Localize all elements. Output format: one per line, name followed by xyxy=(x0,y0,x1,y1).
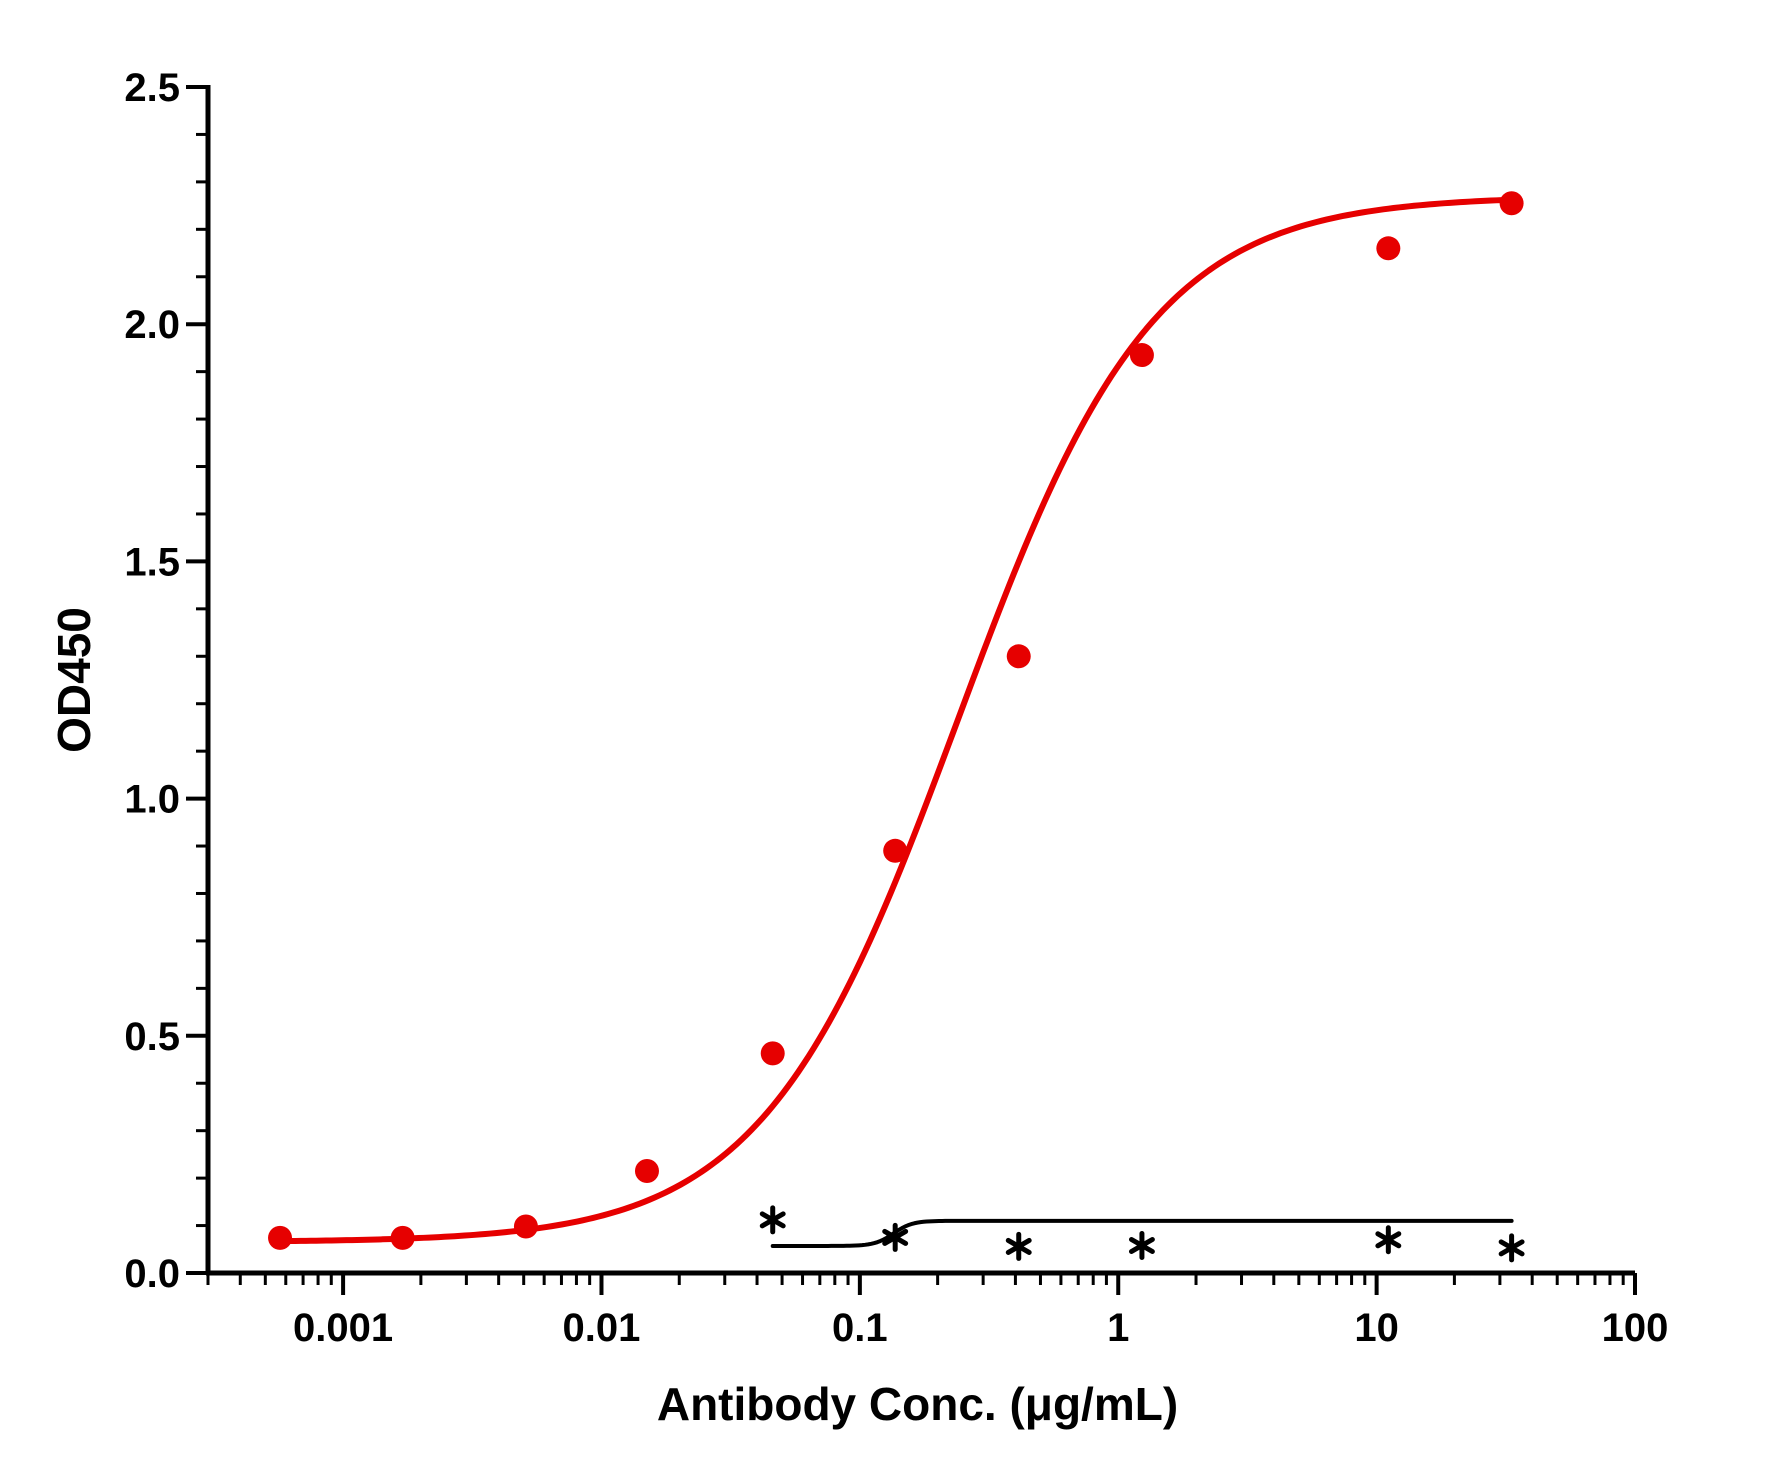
fit-curves xyxy=(277,196,1515,1248)
y-axis-title: OD450 xyxy=(48,607,100,753)
y-tick-label: 2.5 xyxy=(124,66,180,110)
x-tick-label: 10 xyxy=(1354,1306,1399,1350)
data-point-asterisk xyxy=(1128,1230,1155,1260)
data-markers xyxy=(268,191,1525,1263)
data-point-circle xyxy=(1376,236,1401,261)
axes: 0.0 0.5 1.0 1.5 2.0 2.5 0.001 0.01 0.1 1 10 100 xyxy=(124,66,1668,1350)
fit-curve-series-1 xyxy=(277,196,1515,1245)
data-point-circle xyxy=(1499,191,1524,216)
x-tick-label: 0.001 xyxy=(293,1306,393,1350)
data-point-circle xyxy=(390,1225,415,1250)
y-tick-label: 1.5 xyxy=(124,540,180,584)
data-point-asterisk xyxy=(759,1205,786,1235)
data-point-circle xyxy=(634,1159,659,1184)
x-tick-label: 1 xyxy=(1107,1306,1129,1350)
x-axis-title: Antibody Conc. (μg/mL) xyxy=(657,1378,1178,1430)
y-axis-ticks: 0.0 0.5 1.0 1.5 2.0 2.5 xyxy=(124,66,208,1296)
asterisk-stroke xyxy=(1375,1231,1402,1249)
asterisk-stroke xyxy=(759,1211,786,1229)
y-tick-label: 0.5 xyxy=(124,1015,180,1059)
data-point-asterisk xyxy=(1375,1225,1402,1255)
x-tick-label: 100 xyxy=(1602,1306,1669,1350)
x-tick-label: 0.01 xyxy=(563,1306,641,1350)
asterisk-stroke xyxy=(1498,1239,1525,1257)
asterisk-stroke xyxy=(1005,1237,1032,1255)
data-point-asterisk xyxy=(1005,1231,1032,1261)
asterisk-stroke xyxy=(1128,1236,1155,1254)
data-point-circle xyxy=(513,1214,538,1239)
data-point-circle xyxy=(760,1041,785,1066)
x-tick-label: 0.1 xyxy=(832,1306,888,1350)
data-point-asterisk xyxy=(882,1222,909,1252)
data-point-circle xyxy=(1129,343,1154,368)
asterisk-stroke xyxy=(882,1228,909,1246)
y-tick-label: 2.0 xyxy=(124,303,180,347)
y-tick-label: 0.0 xyxy=(124,1252,180,1296)
data-point-asterisk xyxy=(1498,1233,1525,1263)
data-point-circle xyxy=(268,1225,293,1250)
y-tick-label: 1.0 xyxy=(124,778,180,822)
x-axis-ticks: 0.001 0.01 0.1 1 10 100 xyxy=(206,1273,1669,1350)
data-point-circle xyxy=(883,838,908,863)
data-point-circle xyxy=(1006,644,1031,669)
